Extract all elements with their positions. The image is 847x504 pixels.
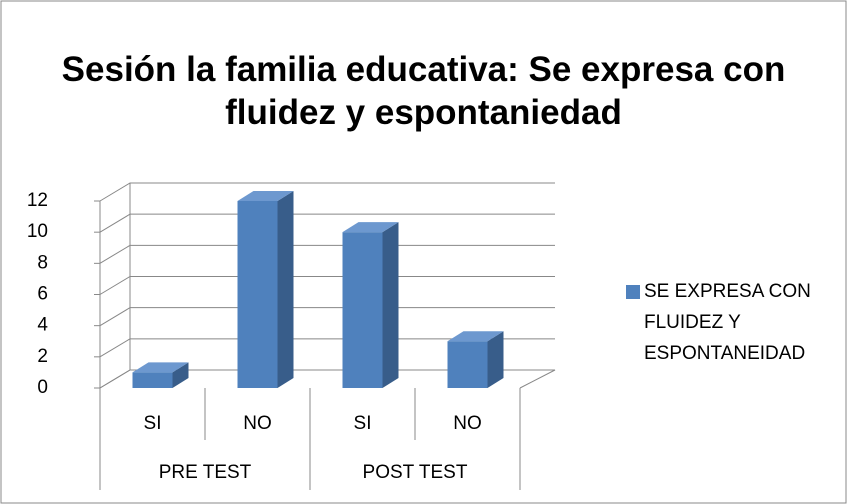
x-tick-label: SI [144,413,162,434]
grid-line [99,276,555,295]
group-label: PRE TEST [159,462,252,483]
legend-label: SE EXPRESA CON FLUIDEZ Y ESPONTANEIDAD [644,281,811,364]
legend-box: SE EXPRESA CON FLUIDEZ Y ESPONTANEIDAD [644,281,811,364]
bar [237,201,278,388]
legend-swatch [626,285,640,299]
bar [447,341,488,388]
bar-side [172,362,189,388]
chart-title: Sesión la familia educativa: Se expresa … [61,50,786,132]
y-tick-label: 8 [37,252,48,273]
bar-top [342,222,399,233]
bar [342,232,383,388]
bar-top [447,331,504,342]
x-tick-label: SI [354,413,372,434]
bar-top [132,362,189,373]
bar-side [277,191,294,388]
y-tick-label: 2 [37,346,48,367]
bar [132,372,173,388]
y-tick-label: 12 [27,190,48,211]
grid-line [99,307,555,327]
bar-side [487,331,504,388]
title-box: Sesión la familia educativa: Se expresa … [61,50,786,132]
x-tick-label: NO [453,413,482,434]
bar-side [382,222,399,388]
grid-line [99,369,555,389]
y-tick-label: 10 [27,221,48,242]
grid-line [99,244,555,264]
y-tick-label: 6 [37,284,48,305]
x-tick-label: NO [243,413,272,434]
bar-top [237,191,294,201]
grid-line [99,213,555,233]
y-tick-label: 0 [37,377,48,398]
grid-line [99,338,555,358]
group-label: POST TEST [363,462,468,483]
grid-line [99,182,555,202]
y-tick-label: 4 [37,315,48,336]
